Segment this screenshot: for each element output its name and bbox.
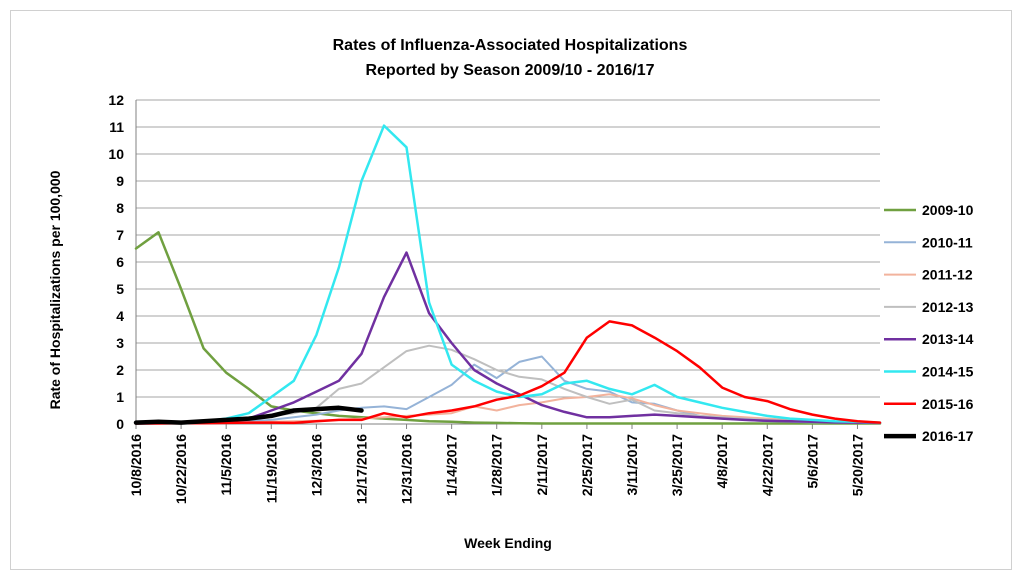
legend-label: 2016-17	[922, 428, 974, 444]
gridlines	[135, 99, 880, 425]
x-tick-label: 1/14/2017	[444, 434, 460, 496]
y-tick-label: 8	[116, 200, 124, 216]
legend-label: 2015-16	[922, 396, 974, 412]
y-tick-label: 3	[116, 335, 124, 351]
y-tick-label: 0	[116, 416, 124, 432]
y-tick-label: 1	[116, 389, 124, 405]
x-tick-label: 1/28/2017	[489, 434, 505, 496]
x-tick-label: 10/22/2016	[173, 434, 189, 504]
x-tick-label: 4/8/2017	[714, 434, 730, 489]
y-tick-label: 7	[116, 227, 124, 243]
legend-label: 2013-14	[922, 331, 974, 347]
chart-subtitle: Reported by Season 2009/10 - 2016/17	[365, 62, 654, 79]
x-tick-label: 11/19/2016	[263, 434, 279, 504]
x-axis-ticks: 10/8/2016 10/22/2016 11/5/2016 11/19/2016 12…	[128, 424, 865, 504]
y-tick-label: 9	[116, 173, 124, 189]
series-line-2014-15	[134, 124, 882, 425]
x-tick-label: 3/25/2017	[669, 434, 685, 496]
legend-label: 2011-12	[922, 267, 973, 283]
series-line-2015-16	[134, 320, 882, 425]
y-tick-label: 4	[116, 308, 124, 324]
x-tick-label: 4/22/2017	[759, 434, 775, 496]
x-tick-label: 12/3/2016	[308, 434, 324, 496]
x-tick-label: 3/11/2017	[624, 434, 640, 496]
legend-label: 2012-13	[922, 299, 974, 315]
x-tick-label: 5/6/2017	[804, 434, 820, 489]
x-tick-label: 12/31/2016	[399, 434, 415, 504]
x-tick-label: 12/17/2016	[353, 434, 369, 504]
x-tick-label: 5/20/2017	[849, 434, 865, 496]
y-tick-label: 12	[108, 92, 124, 108]
y-axis-label: Rate of Hospitalizations per 100,000	[47, 170, 63, 409]
series-line-2012-13	[135, 344, 881, 425]
y-tick-label: 10	[108, 146, 124, 162]
legend-label: 2014-15	[922, 364, 974, 380]
legend-label: 2009-10	[922, 202, 974, 218]
x-axis-label: Week Ending	[464, 535, 552, 551]
y-tick-label: 5	[116, 281, 124, 297]
series-line-2016-17	[133, 405, 364, 425]
legend: 2009-10 2010-11 2011-12 2012-13 2013-14 2014-…	[884, 202, 974, 444]
x-tick-label: 2/11/2017	[534, 434, 550, 496]
series-line-2013-14	[134, 251, 882, 425]
chart-title: Rates of Influenza-Associated Hospitaliz…	[333, 37, 688, 54]
y-tick-label: 6	[116, 254, 124, 270]
x-tick-label: 10/8/2016	[128, 434, 144, 496]
y-tick-label: 2	[116, 362, 124, 378]
legend-label: 2010-11	[922, 234, 973, 250]
y-tick-label: 11	[109, 119, 124, 135]
series-lines	[133, 124, 882, 425]
chart-frame	[10, 10, 1012, 570]
x-tick-label: 2/25/2017	[579, 434, 595, 496]
x-tick-label: 11/5/2016	[218, 434, 234, 496]
series-line-2009-10	[134, 231, 882, 425]
